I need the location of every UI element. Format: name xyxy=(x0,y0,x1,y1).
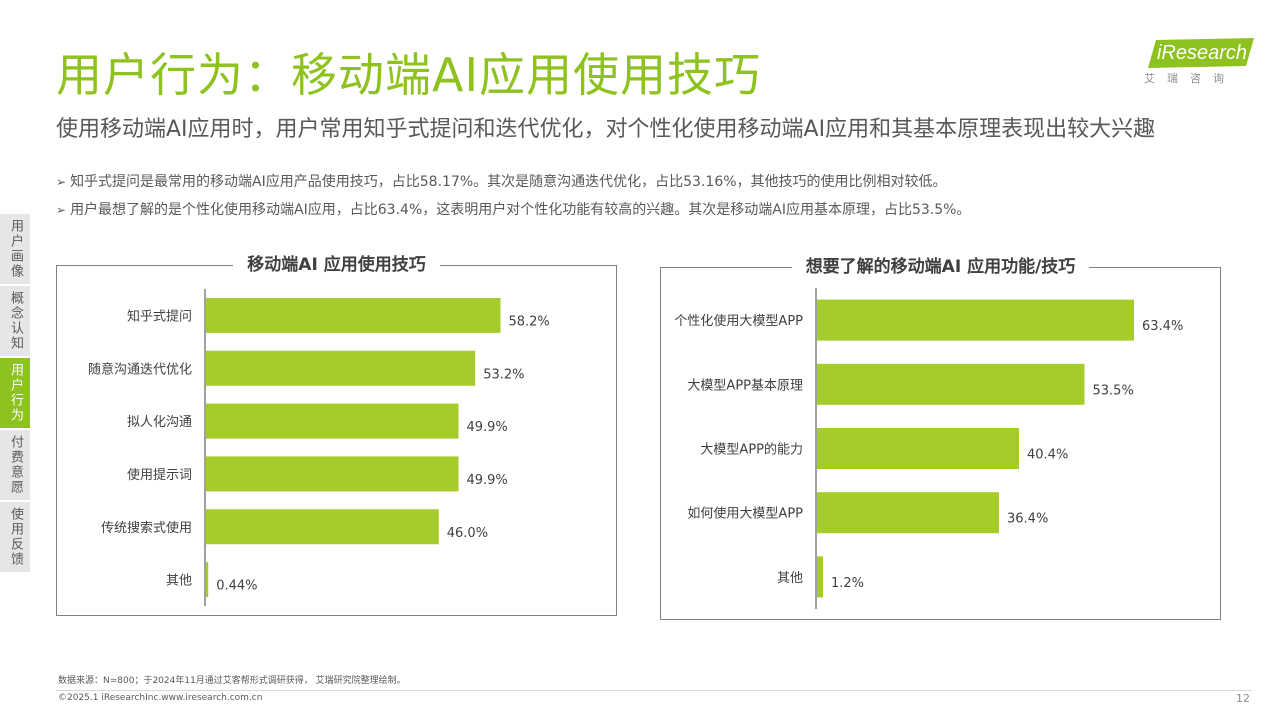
finding-text: 知乎式提问是最常用的移动端AI应用产品使用技巧，占比58.17%。其次是随意沟通… xyxy=(70,174,947,190)
page-number: 12 xyxy=(1236,692,1250,705)
side-nav: 用户画像 概念认知 用户行为 付费意愿 使用反馈 xyxy=(0,214,30,574)
logo-i: i xyxy=(1156,42,1162,64)
value-label: 36.4% xyxy=(1007,512,1048,527)
bar xyxy=(817,556,823,598)
value-label: 49.9% xyxy=(466,420,507,435)
value-label: 58.2% xyxy=(508,314,549,329)
category-label: 大模型APP的能力 xyxy=(700,442,803,458)
finding-item: ➢ 知乎式提问是最常用的移动端AI应用产品使用技巧，占比58.17%。其次是随意沟… xyxy=(56,168,970,196)
side-nav-item-user-profile[interactable]: 用户画像 xyxy=(0,214,30,284)
bar xyxy=(817,299,1134,341)
chart-title: 移动端AI 应用使用技巧 xyxy=(57,253,616,277)
bar xyxy=(206,297,501,333)
logo-badge-shape xyxy=(1148,38,1254,68)
category-label: 其他 xyxy=(166,574,192,589)
side-nav-item-concept-awareness[interactable]: 概念认知 xyxy=(0,286,30,356)
side-nav-item-usage-feedback[interactable]: 使用反馈 xyxy=(0,502,30,572)
bar xyxy=(817,428,1019,469)
bar xyxy=(206,350,476,386)
logo-research: Research xyxy=(1161,42,1248,64)
bar xyxy=(817,492,999,534)
category-label: 知乎式提问 xyxy=(127,308,192,324)
bar xyxy=(206,403,459,439)
iresearch-logo: iResearch 艾瑞咨询 xyxy=(1140,34,1254,86)
chart-title: 想要了解的移动端AI 应用功能/技巧 xyxy=(661,255,1220,279)
category-label: 其他 xyxy=(777,571,803,586)
arrow-icon: ➢ xyxy=(56,175,67,189)
finding-item: ➢ 用户最想了解的是个性化使用移动端AI应用，占比63.4%，这表明用户对个性化功… xyxy=(56,196,970,224)
footer-divider xyxy=(56,690,1252,691)
category-label: 大模型APP基本原理 xyxy=(687,378,803,393)
logo-badge: iResearch xyxy=(1148,38,1254,68)
finding-text: 用户最想了解的是个性化使用移动端AI应用，占比63.4%，这表明用户对个性化功能… xyxy=(70,202,971,218)
value-label: 49.9% xyxy=(466,473,507,488)
copyright: ©2025.1 iResearchInc.www.iresearch.com.c… xyxy=(58,693,263,703)
bar xyxy=(206,456,459,492)
category-label: 如何使用大模型APP xyxy=(687,506,803,522)
value-label: 0.44% xyxy=(216,579,257,594)
page-title: 用户行为：移动端AI应用使用技巧 xyxy=(56,48,762,102)
chart-panel-interest-features: 想要了解的移动端AI 应用功能/技巧 个性化使用大模型APP 63.4% 大模型AP… xyxy=(660,257,1221,620)
chart-panel-usage-tips: 移动端AI 应用使用技巧 知乎式提问 58.2% 随意沟通迭代优化 53.2% 拟人化沟… xyxy=(56,255,617,616)
value-label: 1.2% xyxy=(831,576,864,591)
value-label: 53.2% xyxy=(483,367,524,382)
chart-interest-features: 个性化使用大模型APP 63.4% 大模型APP基本原理 53.5% 大模型APP的能力… xyxy=(674,288,1183,609)
category-label: 随意沟通迭代优化 xyxy=(88,361,192,377)
value-label: 40.4% xyxy=(1027,448,1068,463)
side-nav-item-user-behavior[interactable]: 用户行为 xyxy=(0,358,30,428)
bar xyxy=(206,562,209,598)
data-source-note: 数据来源：N=800；于2024年11月通过艾客帮形式调研获得， 艾瑞研究院整理… xyxy=(58,676,406,686)
chart-title-text: 想要了解的移动端AI 应用功能/技巧 xyxy=(791,257,1090,277)
category-label: 拟人化沟通 xyxy=(127,415,192,430)
category-label: 使用提示词 xyxy=(127,467,192,483)
chart-title-text: 移动端AI 应用使用技巧 xyxy=(233,255,440,275)
category-label: 个性化使用大模型APP xyxy=(674,313,803,329)
bar xyxy=(817,363,1085,405)
side-nav-item-willingness-to-pay[interactable]: 付费意愿 xyxy=(0,430,30,500)
arrow-icon: ➢ xyxy=(56,203,67,217)
chart-usage-tips: 知乎式提问 58.2% 随意沟通迭代优化 53.2% 拟人化沟通 49.9% 使用提示词 49… xyxy=(88,289,550,606)
value-label: 53.5% xyxy=(1093,383,1134,398)
page-subtitle: 使用移动端AI应用时，用户常用知乎式提问和迭代优化，对个性化使用移动端AI应用和… xyxy=(56,117,1156,142)
logo-wordmark: iResearch xyxy=(1148,38,1256,68)
key-findings: ➢ 知乎式提问是最常用的移动端AI应用产品使用技巧，占比58.17%。其次是随意沟… xyxy=(56,168,970,224)
value-label: 46.0% xyxy=(447,526,488,541)
category-label: 传统搜索式使用 xyxy=(101,520,192,536)
logo-subtitle: 艾瑞咨询 xyxy=(1144,72,1236,85)
value-label: 63.4% xyxy=(1142,319,1183,334)
bar xyxy=(206,509,439,545)
